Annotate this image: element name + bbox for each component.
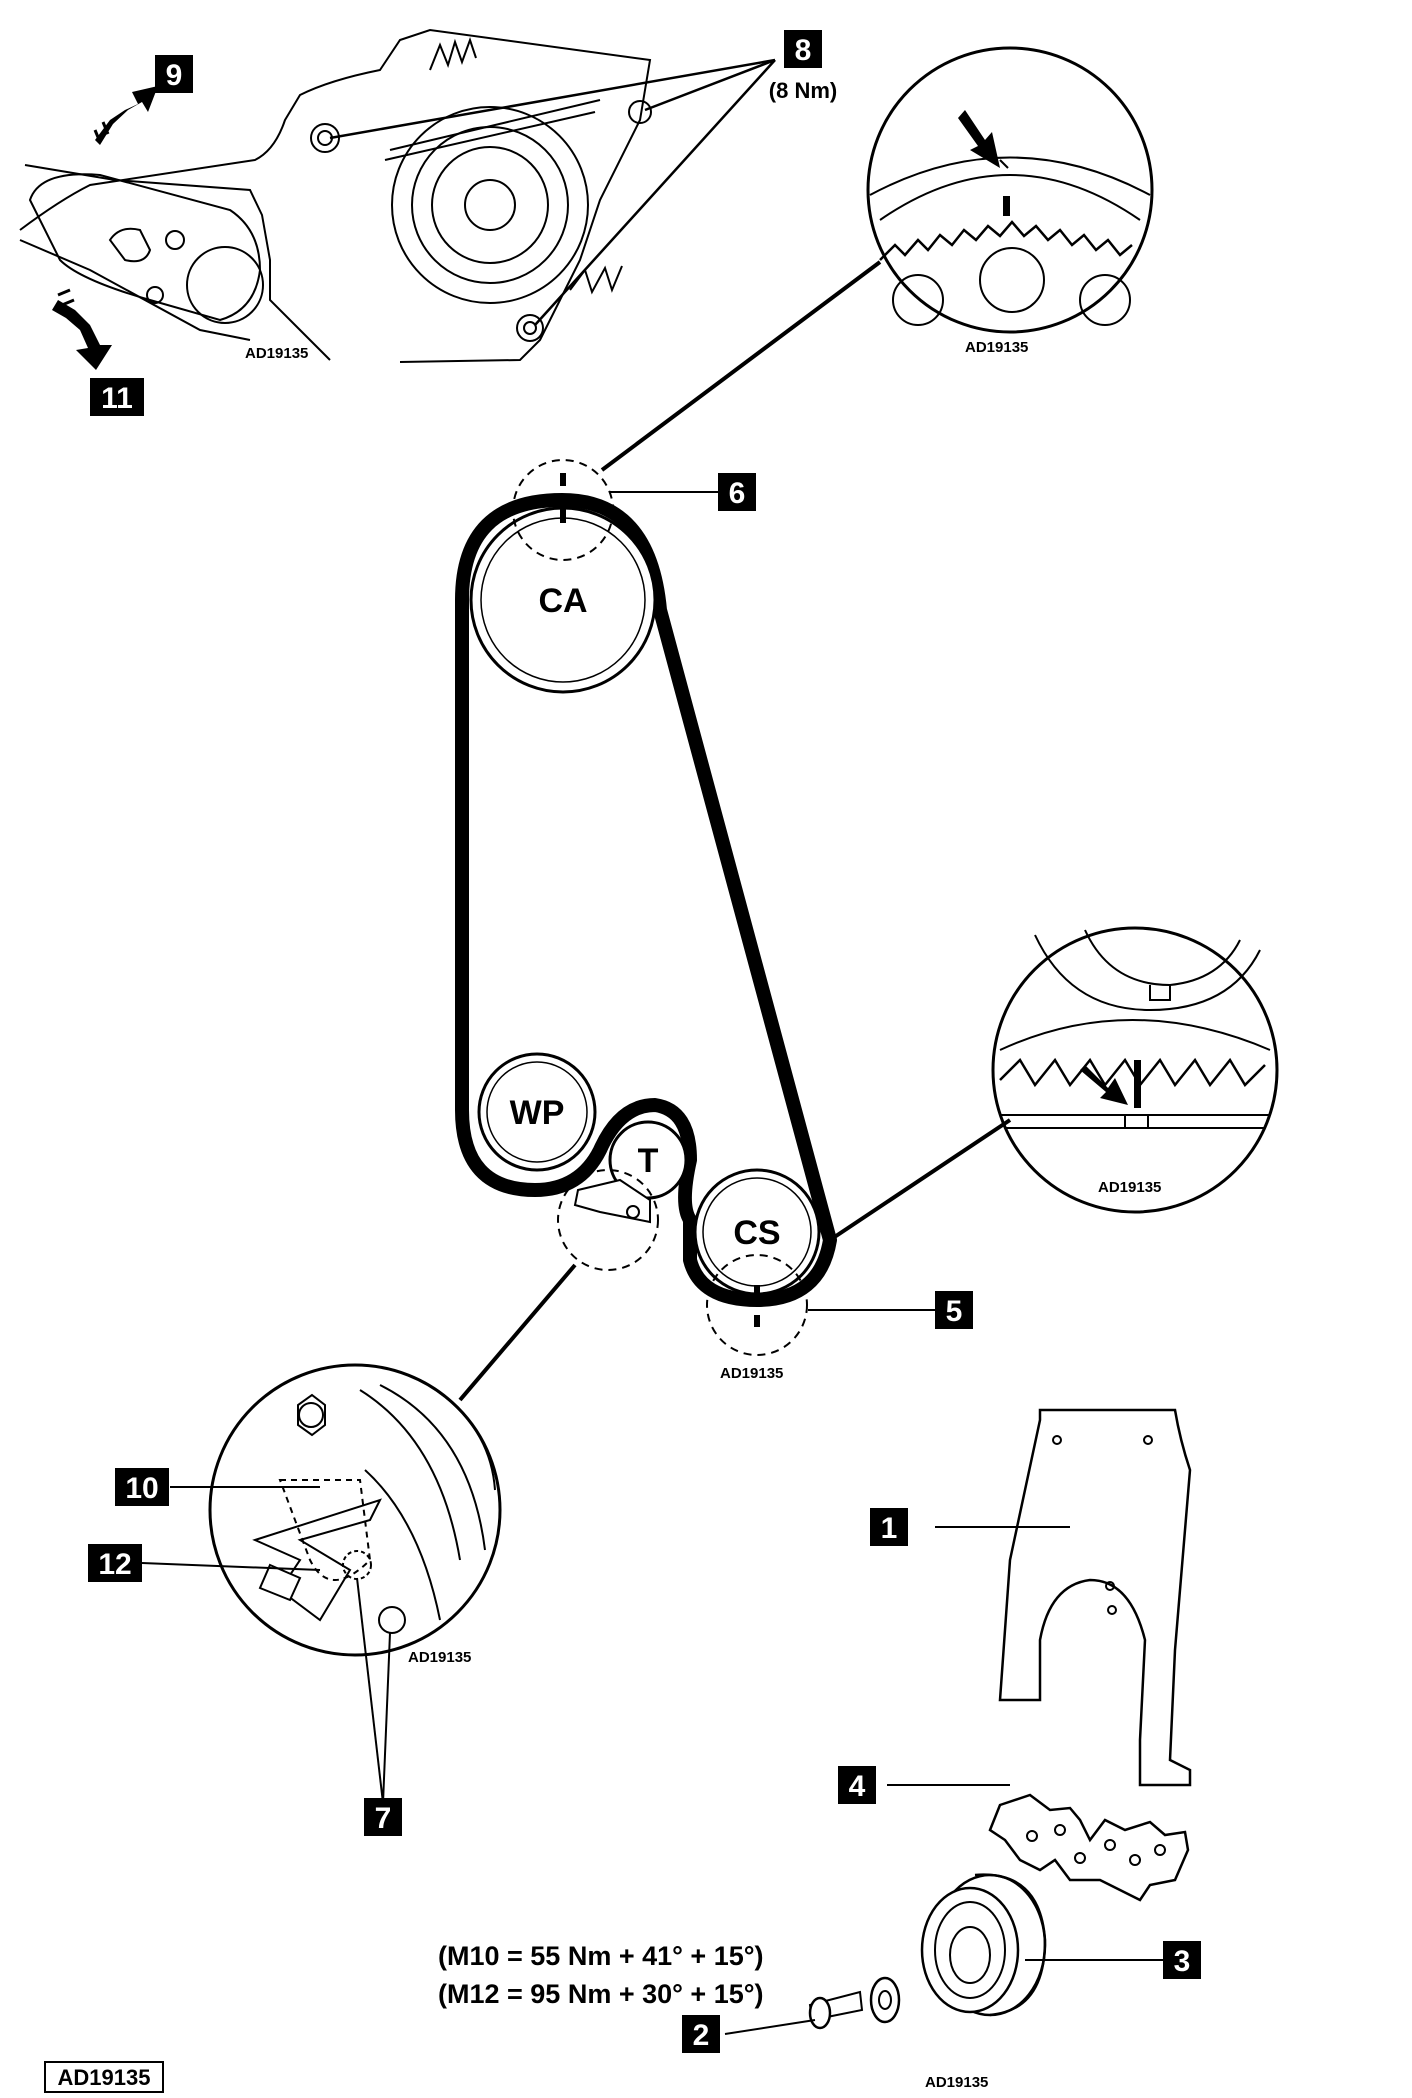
arrow-icon-crank [1080, 1065, 1128, 1105]
arrow-icon-9 [93, 86, 158, 145]
callout-7: 7 [364, 1798, 402, 1836]
svg-text:3: 3 [1174, 1945, 1191, 1978]
crank-mark-inset [991, 926, 1279, 1214]
callout-8-leaders [329, 58, 776, 326]
crank-pulley-part [920, 1873, 1047, 2017]
svg-text:9: 9 [166, 59, 183, 92]
drawing-ref: AD19135 [58, 2065, 151, 2090]
svg-text:6: 6 [729, 477, 746, 510]
cam-inset-leader [600, 260, 882, 472]
callout-12: 12 [88, 1544, 142, 1582]
svg-text:10: 10 [125, 1472, 158, 1505]
tensioner-pulley: T [557, 1120, 688, 1271]
tensioner-detail-inset [208, 1363, 502, 1657]
crankshaft-label: CS [733, 1214, 780, 1252]
svg-text:5: 5 [946, 1295, 963, 1328]
cover-plate-part [998, 1408, 1192, 1787]
tensioner-label: T [638, 1142, 659, 1180]
tensioner-adjust-view [19, 28, 652, 363]
tensioner-view-code: AD19135 [245, 345, 308, 362]
callout-12-leader [141, 1562, 321, 1571]
bolt-part [808, 1976, 901, 2030]
callout-2: 2 [682, 2015, 720, 2053]
callout-1: 1 [870, 1508, 908, 1546]
torque-m10: (M10 = 55 Nm + 41° + 15°) [438, 1941, 764, 1971]
crank-inset-leader [828, 1118, 1012, 1242]
arrow-icon-cam [958, 110, 1000, 168]
torque-m12: (M12 = 95 Nm + 30° + 15°) [438, 1979, 764, 2009]
callout-9: 9 [155, 55, 193, 93]
callout-5: 5 [935, 1291, 973, 1329]
svg-text:1: 1 [881, 1512, 898, 1545]
callout-10: 10 [115, 1468, 169, 1506]
svg-text:7: 7 [375, 1802, 392, 1835]
callout-3: 3 [1163, 1941, 1201, 1979]
water-pump-label: WP [510, 1094, 565, 1132]
crankshaft-pulley: CS [693, 1168, 821, 1356]
bracket-part [988, 1793, 1190, 1902]
water-pump-pulley: WP [477, 1052, 597, 1172]
camshaft-pulley: CA [469, 459, 657, 694]
callout-4: 4 [838, 1766, 876, 1804]
callout-6: 6 [718, 473, 756, 511]
callout-7-leader-b [382, 1632, 391, 1804]
svg-text:8: 8 [795, 34, 812, 67]
drawing-ref-box: AD19135 [44, 2061, 164, 2093]
crank-circle-code: AD19135 [720, 1365, 783, 1382]
timing-belt [455, 493, 837, 1307]
tensioner-detail-code: AD19135 [408, 1649, 471, 1666]
callout-8: 8 [784, 30, 822, 68]
crank-inset-code: AD19135 [1098, 1179, 1161, 1196]
pulley-part-code: AD19135 [925, 2074, 988, 2091]
svg-text:4: 4 [849, 1770, 866, 1803]
tensioner-inset-leader [458, 1263, 577, 1402]
cam-mark-inset [866, 46, 1154, 334]
callout-8-note: (8 Nm) [769, 78, 837, 103]
svg-text:2: 2 [693, 2019, 710, 2052]
svg-text:11: 11 [101, 382, 133, 415]
camshaft-label: CA [538, 582, 587, 620]
arrow-icon-11 [52, 288, 112, 370]
callout-2-leader [724, 2019, 816, 2035]
callout-11: 11 [90, 378, 144, 416]
cam-inset-code: AD19135 [965, 339, 1028, 356]
callout-7-leader-a [356, 1577, 384, 1804]
svg-text:12: 12 [98, 1548, 131, 1581]
